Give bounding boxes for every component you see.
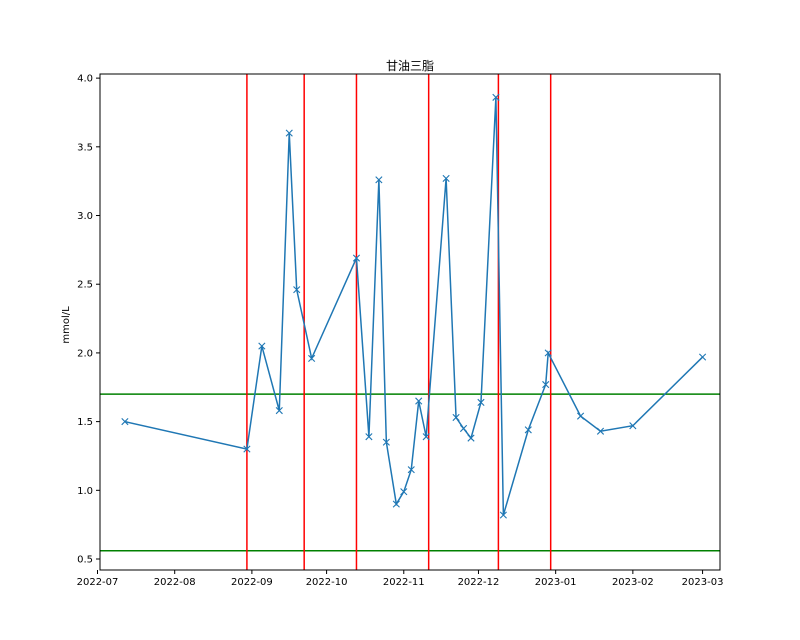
data-point (121, 418, 129, 426)
data-point (477, 398, 485, 406)
data-point-marker-b (629, 422, 637, 430)
y-tick-label: 4.0 (77, 74, 93, 85)
data-point-marker-b (542, 380, 550, 389)
data-point-marker-b (576, 412, 585, 420)
y-tick-label: 0.5 (77, 555, 93, 566)
data-point-marker-b (499, 511, 507, 519)
data-point (382, 438, 390, 446)
data-point-marker-b (698, 353, 707, 361)
data-point (308, 354, 316, 362)
series-line-0 (124, 97, 704, 516)
data-point-marker-b (382, 438, 390, 446)
data-point (407, 466, 415, 474)
data-point (400, 488, 408, 496)
x-tick-label: 2022-10 (306, 577, 348, 588)
data-point-marker-b (467, 434, 475, 442)
data-point (596, 427, 605, 435)
data-point-marker-b (442, 174, 450, 183)
data-point-marker-b (392, 500, 400, 508)
data-point (415, 397, 423, 405)
data-point-marker-b (459, 424, 468, 433)
data-point-marker-b (407, 466, 415, 474)
data-point (422, 433, 430, 441)
data-point-marker-b (285, 129, 293, 137)
data-point-marker-b (121, 418, 129, 426)
data-point (542, 380, 550, 389)
y-tick-label: 2.0 (77, 348, 93, 359)
data-point (524, 426, 532, 434)
data-point-marker-b (596, 427, 605, 435)
chart-title: 甘油三脂 (386, 58, 434, 73)
data-point (258, 342, 266, 350)
data-point-marker-b (415, 397, 423, 405)
x-tick-label: 2022-09 (231, 577, 273, 588)
y-tick-label: 2.5 (77, 280, 93, 291)
data-point-marker-b (275, 407, 283, 415)
x-tick-label: 2023-02 (612, 577, 654, 588)
x-tick-label: 2023-03 (682, 577, 724, 588)
data-point-marker-b (258, 342, 266, 350)
plot-area: 2022-07 2022-08 2022-09 2022-10 2022-11 2022-… (77, 73, 724, 588)
data-point (293, 286, 301, 294)
y-tick-label: 3.0 (77, 211, 93, 222)
data-point (576, 412, 585, 420)
data-point-marker-b (544, 349, 552, 357)
x-tick-label: 2022-08 (154, 577, 196, 588)
data-point (499, 511, 507, 519)
data-point (285, 129, 293, 137)
data-point-marker-b (422, 433, 430, 441)
y-tick-label: 1.5 (77, 417, 93, 428)
data-point (629, 422, 637, 430)
data-point-marker-b (477, 398, 485, 406)
data-point-marker-b (524, 426, 532, 434)
data-point (544, 349, 552, 357)
data-point (365, 433, 373, 441)
x-tick-label: 2022-07 (77, 577, 119, 588)
data-point-marker-b (308, 354, 316, 362)
data-point-marker-b (375, 176, 383, 184)
data-point-marker-b (452, 413, 460, 422)
data-point (467, 434, 475, 442)
data-point (459, 424, 468, 433)
data-point-marker-b (400, 488, 408, 496)
data-point-marker-b (492, 93, 500, 101)
y-tick-label: 1.0 (77, 486, 93, 497)
data-point-marker-b (293, 286, 301, 294)
data-point (442, 174, 450, 183)
data-point (375, 176, 383, 184)
x-tick-label: 2022-11 (383, 577, 425, 588)
x-tick-label: 2022-12 (458, 577, 500, 588)
data-point (352, 254, 361, 262)
y-axis-label: mmol/L (61, 306, 72, 344)
data-point (243, 445, 251, 453)
y-tick-label: 3.5 (77, 142, 93, 153)
data-point-marker-b (352, 254, 361, 262)
data-point (275, 407, 283, 415)
data-point (392, 500, 400, 508)
data-point (452, 413, 460, 422)
x-tick-label: 2023-01 (535, 577, 577, 588)
data-point (698, 353, 707, 361)
plot-frame (99, 73, 721, 571)
data-point (492, 93, 500, 101)
data-point-marker-b (243, 445, 251, 453)
data-point-marker-b (365, 433, 373, 441)
